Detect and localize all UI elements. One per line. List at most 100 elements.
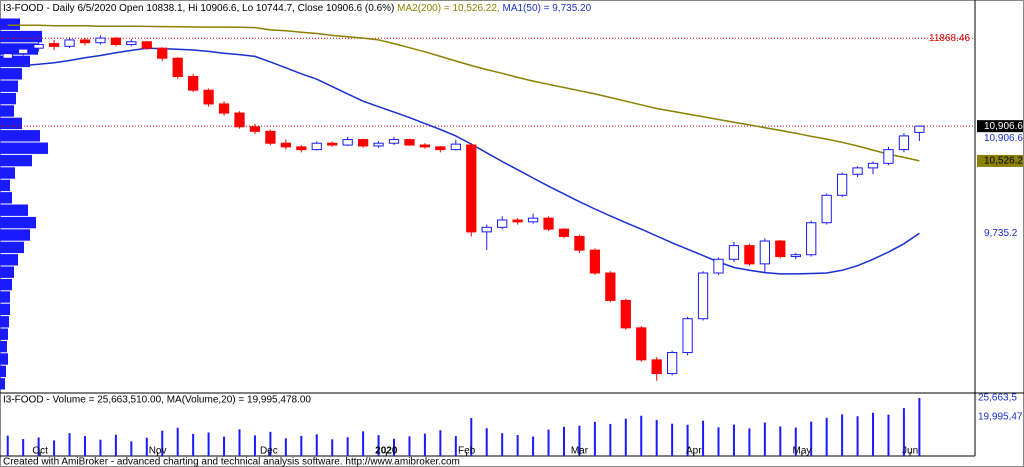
candle-body [497, 219, 508, 228]
candle-body [759, 240, 770, 265]
volume-bar [423, 433, 426, 456]
volume-bar [408, 436, 411, 456]
x-tick-label: Mar [571, 446, 589, 457]
volume-bar [346, 437, 349, 456]
candle-body [697, 272, 709, 320]
volume-bar [794, 427, 797, 456]
candle-body [667, 352, 678, 375]
volume-profile-bar [0, 378, 5, 390]
volume-profile-bar [0, 105, 14, 117]
volume-profile-bar [0, 30, 42, 43]
x-tick-label: Apr [686, 446, 702, 457]
volume-bar [516, 434, 519, 456]
candle-body [419, 144, 431, 148]
candle-body [64, 39, 75, 47]
volume-profile-bar [0, 142, 48, 154]
volume-profile-bar [0, 130, 40, 142]
volume-label: 25,663,5 [978, 393, 1017, 404]
volume-bar [6, 435, 9, 456]
candle-body [806, 222, 817, 256]
volume-bar [269, 431, 272, 456]
volume-bar [315, 434, 318, 456]
price-label: 10,906.6 [984, 121, 1023, 132]
candle-body [404, 139, 415, 146]
volume-bar [918, 398, 921, 456]
volume-bar [331, 439, 334, 456]
volume-profile-bar [0, 365, 6, 378]
volume-profile-bar [0, 266, 14, 278]
x-tick-label: Feb [458, 446, 476, 457]
volume-label: 19,995,47 [978, 411, 1023, 422]
candle-body [466, 144, 477, 233]
symbol-info: I3-FOOD - Daily 6/5/2020 Open 10838.1, H… [3, 3, 394, 14]
volume-header: I3-FOOD - Volume = 25,663,510.00, MA(Vol… [3, 395, 311, 406]
header: I3-FOOD - Daily 6/5/2020 Open 10838.1, H… [3, 3, 592, 14]
volume-bar [501, 433, 504, 456]
price-label: 10,526.2 [984, 156, 1023, 167]
volume-bar [377, 435, 380, 456]
volume-profile-bar [0, 154, 32, 167]
volume-bar [37, 437, 40, 456]
candle-body [311, 142, 322, 151]
candle-body [357, 139, 369, 147]
volume-profile-bar [0, 353, 8, 365]
footer: Created with AmiBroker - advanced charti… [3, 457, 460, 467]
volume-bar [161, 430, 164, 456]
volume-bar [300, 435, 303, 456]
volume-profile-bar [0, 216, 36, 229]
volume-bar [470, 418, 473, 456]
volume-profile-bar [0, 68, 22, 80]
volume-bar [485, 428, 488, 456]
volume-bar [609, 423, 612, 456]
volume-bar [640, 415, 643, 456]
volume-bar [702, 420, 705, 456]
candle-body [157, 47, 168, 59]
candle-body [713, 258, 724, 274]
volume-bar [454, 436, 457, 456]
volume-bar [362, 431, 365, 456]
candle-body [574, 235, 585, 251]
price-label: 10,906.6 [984, 133, 1023, 144]
volume-profile-bar [0, 291, 10, 303]
candle-body [265, 130, 276, 144]
candle-body [172, 57, 183, 77]
volume-profile-bar [0, 241, 24, 254]
volume-profile-bar [0, 340, 7, 353]
x-tick-label: Oct [32, 446, 48, 457]
volume-bar [856, 416, 859, 456]
candle-body [95, 37, 106, 44]
volume-bar [130, 441, 133, 456]
volume-bar [748, 428, 751, 456]
volume-bar [825, 417, 828, 456]
volume-profile-bar [0, 328, 8, 340]
candle-body [527, 217, 539, 223]
price-label: 11868.46 [929, 33, 970, 44]
volume-profile-bar [0, 167, 15, 179]
candle-body [79, 39, 91, 44]
volume-profile-bar [0, 278, 12, 291]
candle-body [373, 142, 384, 147]
candle-body [651, 359, 662, 375]
volume-bar [22, 439, 25, 456]
volume-bar [439, 430, 442, 456]
candle-body [867, 162, 879, 169]
volume-bar [841, 414, 844, 456]
volume-profile-bar [0, 55, 30, 68]
x-tick-label: Dec [260, 446, 278, 457]
volume-bar [238, 429, 241, 456]
volume-bar [192, 433, 195, 456]
volume-bar [593, 421, 596, 456]
volume-bar [686, 424, 689, 456]
volume-profile-bar [0, 92, 16, 105]
volume-bar [671, 423, 674, 456]
candle-body [435, 146, 446, 151]
volume-bar [887, 414, 890, 456]
candle-body [188, 75, 199, 91]
volume-profile-bar [0, 303, 10, 316]
candle-body [110, 37, 122, 46]
price-label-box [977, 154, 1023, 167]
candle-body [589, 249, 601, 274]
candle-body [620, 299, 631, 329]
candle-body [388, 139, 400, 144]
